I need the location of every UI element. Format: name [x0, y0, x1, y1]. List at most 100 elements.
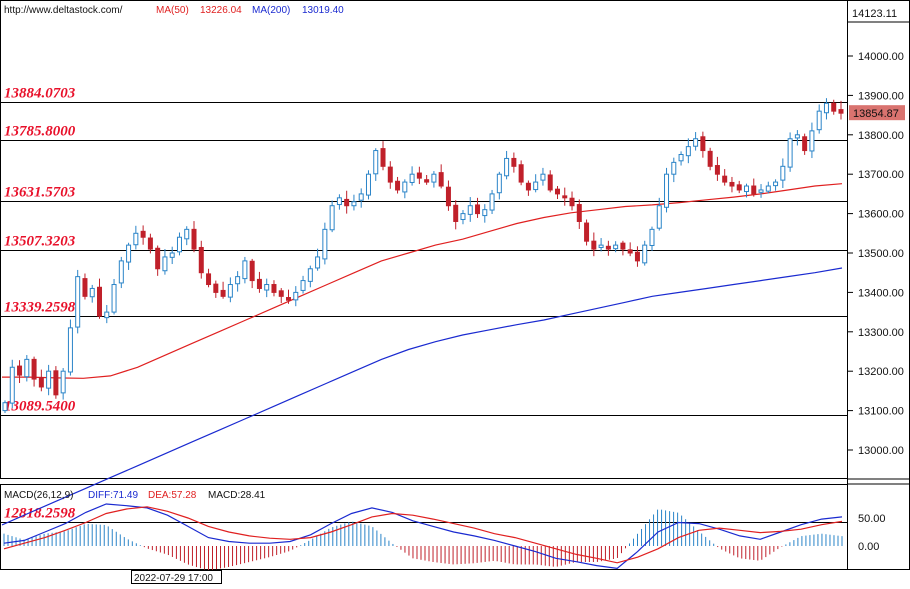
candle-down: [198, 246, 204, 274]
price-tick-label: 13100.00: [858, 406, 904, 418]
candle-down: [213, 283, 219, 293]
candle-down: [736, 184, 742, 191]
candle-down: [547, 174, 553, 191]
candle-up: [809, 130, 815, 152]
candle-down: [278, 290, 284, 297]
candle-up: [227, 284, 233, 298]
candle-up: [111, 284, 117, 313]
macd-value-label: MACD:28.41: [208, 490, 266, 501]
candle-up: [89, 287, 95, 298]
candle-up: [794, 134, 800, 139]
candle-down: [191, 228, 197, 250]
candle-up: [300, 280, 306, 291]
price-tick-label: 13900.00: [858, 90, 904, 102]
candle-up: [373, 150, 379, 175]
candle-down: [576, 204, 582, 222]
candle-down: [584, 222, 590, 242]
price-panel: [0, 0, 848, 479]
candle-down: [249, 260, 255, 282]
candle-up: [431, 173, 437, 183]
candle-up: [365, 173, 371, 196]
candle-down: [453, 204, 459, 222]
candle-up: [133, 232, 139, 246]
candle-down: [634, 251, 640, 262]
price-tick-label: 13300.00: [858, 327, 904, 339]
candle-up: [613, 244, 619, 250]
candle-down: [525, 182, 531, 191]
candle-down: [707, 150, 713, 167]
candle-up: [118, 260, 124, 284]
candle-up: [67, 327, 73, 373]
macd-tick-0: 0.00: [858, 541, 879, 553]
candle-up: [504, 157, 510, 177]
ma50-label: MA(50): [156, 5, 189, 16]
candle-down: [140, 230, 146, 238]
candle-down: [475, 204, 481, 215]
candle-down: [416, 172, 422, 179]
candle-down: [562, 195, 568, 199]
candle-up: [693, 138, 699, 147]
candle-up: [358, 193, 364, 201]
candle-down: [271, 284, 277, 293]
candle-up: [460, 213, 466, 221]
candle-up: [533, 181, 539, 191]
candle-up: [264, 284, 270, 291]
candle-up: [489, 193, 495, 211]
price-tick-label: 13800.00: [858, 130, 904, 142]
candle-down: [729, 181, 735, 187]
candle-down: [38, 377, 44, 388]
macd-diff-label: DIFF:71.49: [88, 490, 138, 501]
candle-up: [46, 370, 52, 389]
candle-down: [286, 297, 292, 301]
price-tick-label: 13500.00: [858, 248, 904, 260]
candle-up: [758, 189, 764, 193]
candle-down: [220, 289, 226, 297]
candle-up: [322, 228, 328, 260]
candle-up: [242, 260, 248, 280]
candle-down: [206, 273, 212, 286]
candle-up: [336, 197, 342, 206]
candle-down: [605, 245, 611, 250]
candle-down: [424, 179, 430, 183]
candle-up: [482, 209, 488, 217]
candle-up: [743, 185, 749, 193]
price-top-label: 14123.11: [852, 8, 897, 20]
candle-up: [329, 205, 335, 231]
candle-down: [627, 249, 633, 254]
candle-down: [155, 247, 161, 270]
candle-up: [184, 228, 190, 240]
candle-up: [60, 370, 66, 394]
candle-up: [235, 276, 241, 285]
candle-up: [540, 173, 546, 181]
candle-up: [685, 146, 691, 157]
current-price-tag: [849, 105, 905, 121]
candle-down: [97, 286, 103, 317]
level-label: 13507.3203: [4, 234, 76, 250]
candle-up: [598, 244, 604, 248]
ma50-line: [2, 183, 843, 379]
price-tick-label: 13400.00: [858, 287, 904, 299]
candle-down: [511, 157, 517, 167]
candle-down: [714, 165, 720, 175]
macd-tick-50: 50.00: [858, 513, 886, 525]
candle-up: [24, 358, 30, 378]
level-label: 13785.8000: [4, 124, 76, 140]
candle-up: [104, 311, 110, 319]
candle-up: [656, 205, 662, 229]
candle-up: [126, 244, 132, 263]
macd-dea-line: [3, 506, 843, 564]
candle-up: [823, 102, 829, 114]
candle-up: [162, 256, 168, 272]
time-axis-label: 2022-07-29 17:00: [134, 573, 213, 584]
ma50-value: 13226.04: [200, 5, 242, 16]
candle-down: [554, 188, 560, 195]
candle-up: [315, 256, 321, 269]
candle-up: [176, 236, 182, 253]
candle-down: [31, 358, 37, 380]
level-label: 13884.0703: [4, 86, 76, 102]
candle-down: [256, 278, 262, 289]
candle-down: [838, 109, 844, 114]
candle-up: [787, 138, 793, 168]
candle-up: [409, 173, 415, 183]
